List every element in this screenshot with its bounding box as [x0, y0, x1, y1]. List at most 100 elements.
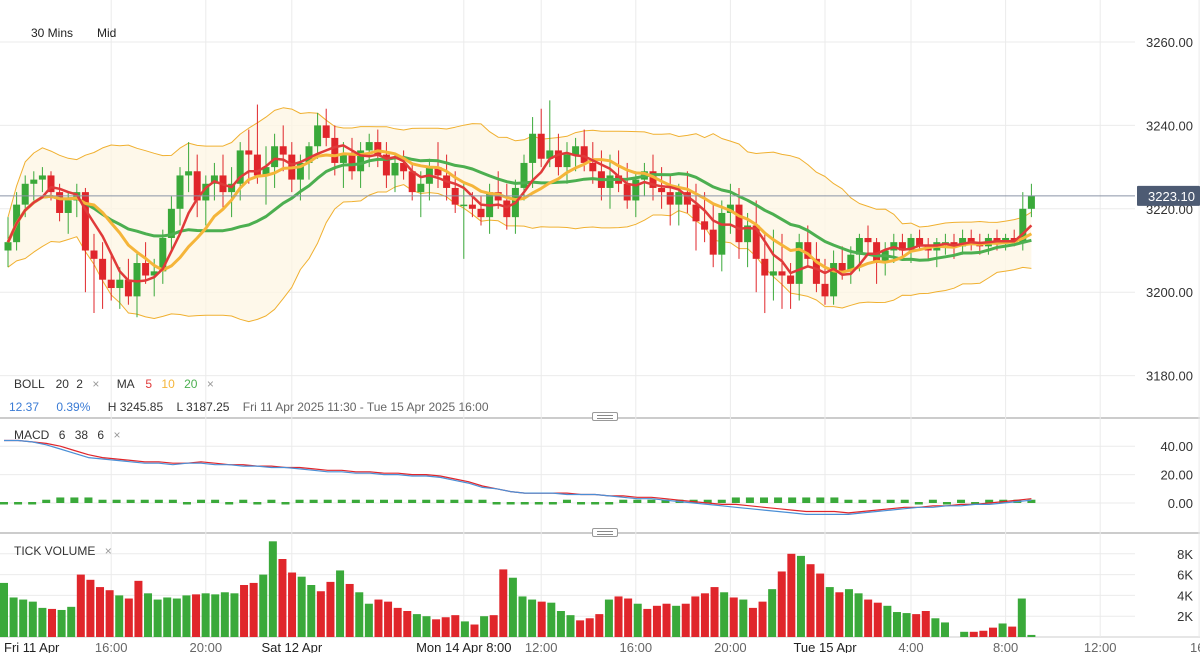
- interval-selector[interactable]: 30 Mins: [31, 26, 74, 40]
- candle-body: [546, 150, 554, 159]
- candle-body: [709, 229, 717, 255]
- candle-body: [520, 162, 528, 188]
- candle-body: [64, 200, 72, 213]
- candle-body: [271, 146, 279, 168]
- macd-histogram-bar: [337, 499, 346, 503]
- x-tick-label: 8:00: [993, 640, 1018, 653]
- candle-body: [81, 192, 89, 251]
- volume-bar: [844, 589, 853, 637]
- boll-close-icon[interactable]: ×: [92, 377, 100, 391]
- candle-body: [855, 237, 863, 255]
- volume-bar: [268, 541, 277, 637]
- candle-body: [365, 142, 373, 151]
- volume-axis-label: 8K: [1177, 547, 1193, 562]
- boll-label[interactable]: BOLL: [14, 377, 45, 391]
- macd-histogram-bar: [309, 499, 318, 503]
- candle-body: [1019, 208, 1027, 243]
- x-tick-label: 4:00: [898, 640, 923, 653]
- candle-body: [417, 183, 425, 193]
- candle-body: [1027, 195, 1035, 209]
- candle-body: [812, 258, 820, 284]
- volume-bar: [249, 582, 258, 637]
- x-tick-label: 12:00: [1084, 640, 1117, 653]
- volume-bar: [364, 603, 373, 637]
- macd-histogram-bar: [520, 502, 529, 505]
- volume-bar: [451, 615, 460, 637]
- macd-histogram-bar: [619, 499, 628, 503]
- volume-bar: [1017, 598, 1026, 637]
- volume-bar: [556, 611, 565, 637]
- macd-histogram-bar: [197, 499, 206, 503]
- boll-param-1: 20: [55, 377, 69, 391]
- macd-histogram-bar: [731, 497, 740, 503]
- volume-bar: [912, 614, 921, 637]
- volume-bar: [537, 601, 546, 637]
- candle-body: [838, 263, 846, 272]
- x-tick-label: 16:00: [95, 640, 128, 653]
- macd-close-icon[interactable]: ×: [113, 428, 121, 442]
- macd-histogram-bar: [56, 497, 65, 503]
- volume-bar: [345, 583, 354, 637]
- volume-bar: [624, 598, 633, 637]
- volume-bar: [931, 618, 940, 637]
- pane-resize-handle-1[interactable]: [592, 412, 618, 421]
- candle-body: [606, 175, 614, 188]
- macd-histogram-bar: [154, 499, 163, 503]
- volume-bar: [595, 614, 604, 637]
- volume-bar: [835, 592, 844, 637]
- volume-bar: [681, 603, 690, 637]
- macd-histogram-bar: [872, 499, 881, 503]
- candle-body: [38, 175, 46, 180]
- price-type-selector[interactable]: Mid: [97, 26, 117, 40]
- candle-body: [787, 275, 795, 284]
- volume-bar: [902, 613, 911, 637]
- price-axis-label: 3240.00: [1146, 118, 1193, 133]
- macd-histogram-bar: [379, 499, 388, 503]
- volume-bar: [739, 599, 748, 637]
- ma-label[interactable]: MA: [116, 377, 135, 391]
- candle-body: [202, 183, 210, 201]
- candle-body: [99, 258, 107, 280]
- volume-bar: [115, 595, 124, 637]
- x-tick-label: Fri 11 Apr: [4, 640, 60, 653]
- volume-bar: [403, 611, 412, 637]
- volume-legend: TICK VOLUME ×: [14, 544, 112, 558]
- macd-axis-label: 20.00: [1160, 468, 1193, 483]
- macd-histogram-bar: [900, 499, 909, 503]
- macd-histogram-bar: [281, 502, 290, 505]
- volume-label[interactable]: TICK VOLUME: [14, 544, 96, 558]
- macd-label[interactable]: MACD: [14, 428, 50, 442]
- candle-body: [357, 150, 365, 172]
- macd-histogram-bar: [858, 499, 867, 503]
- candle-body: [150, 271, 158, 276]
- candle-body: [107, 279, 115, 289]
- candle-body: [116, 279, 124, 289]
- volume-bar: [796, 555, 805, 637]
- macd-histogram-bar: [605, 502, 614, 505]
- candle-body: [795, 242, 803, 284]
- macd-histogram-bar: [577, 502, 586, 505]
- candle-body: [847, 254, 855, 272]
- volume-axis-label: 6K: [1177, 568, 1193, 583]
- x-tick-label: Mon 14 Apr 8:00: [416, 640, 511, 653]
- boll-param-2: 2: [76, 377, 83, 391]
- volume-bar: [777, 571, 786, 637]
- volume-bar: [326, 581, 335, 637]
- ma-close-icon[interactable]: ×: [206, 377, 214, 391]
- volume-bar: [278, 559, 287, 637]
- change-value: 12.37: [9, 400, 40, 414]
- volume-bar: [67, 606, 76, 637]
- pane-resize-handle-2[interactable]: [592, 528, 618, 537]
- volume-bar: [19, 599, 28, 637]
- volume-bar: [614, 596, 623, 637]
- candle-body: [21, 183, 29, 205]
- candle-body: [778, 271, 786, 276]
- volume-close-icon[interactable]: ×: [104, 544, 112, 558]
- candle-body: [382, 154, 390, 176]
- macd-histogram-bar: [647, 499, 656, 503]
- macd-histogram-bar: [774, 497, 783, 503]
- volume-bar: [700, 593, 709, 637]
- macd-param-1: 6: [58, 428, 66, 442]
- macd-histogram-bar: [1027, 499, 1036, 503]
